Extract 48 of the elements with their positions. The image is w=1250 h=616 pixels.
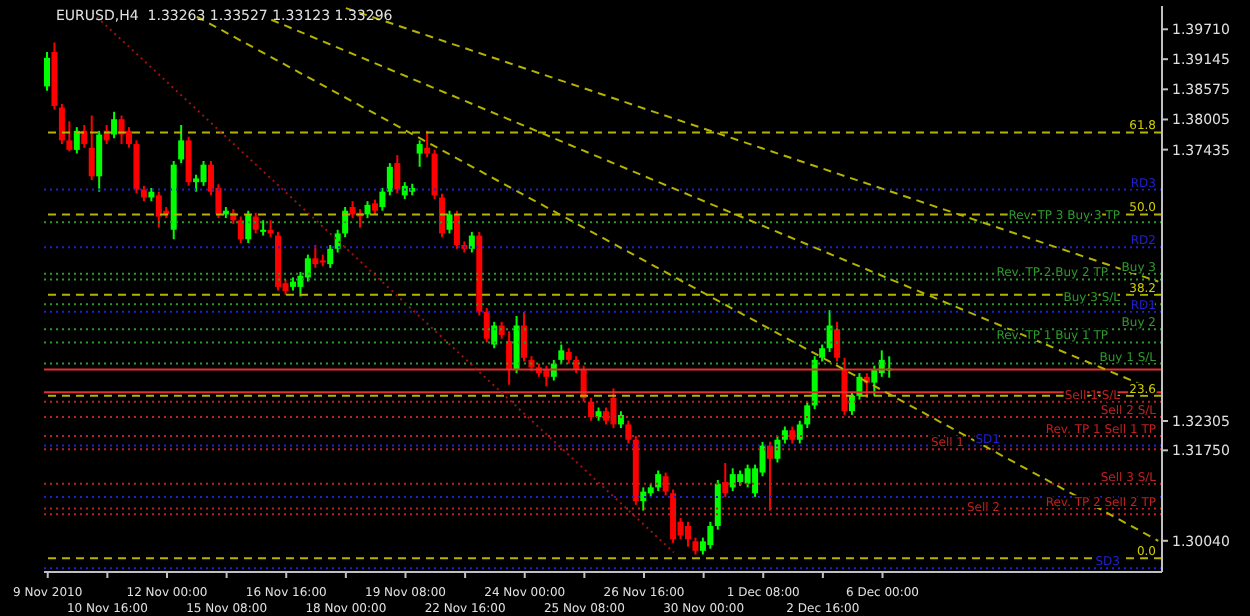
- candlestick: [200, 159, 207, 187]
- candlestick: [245, 209, 252, 244]
- candlestick: [394, 154, 401, 195]
- candlestick: [155, 190, 162, 229]
- candlestick: [729, 467, 736, 493]
- candlestick: [73, 126, 80, 155]
- candlestick: [111, 110, 118, 140]
- candlestick: [610, 387, 617, 430]
- candlestick: [491, 320, 498, 350]
- candlestick: [684, 520, 691, 548]
- candlestick: [722, 462, 729, 498]
- candlestick: [871, 364, 878, 397]
- candlestick: [185, 135, 192, 187]
- candlestick: [81, 124, 88, 149]
- candlestick: [416, 139, 423, 168]
- candlestick: [237, 215, 244, 244]
- candlestick: [327, 244, 334, 269]
- candlestick: [483, 307, 490, 344]
- candlestick: [88, 114, 95, 182]
- candlestick: [558, 343, 565, 365]
- candlestick: [588, 396, 595, 422]
- candlestick: [44, 51, 50, 92]
- candlestick: [707, 520, 714, 550]
- candlestick: [766, 440, 773, 512]
- candlestick: [841, 356, 848, 416]
- candlestick: [260, 219, 267, 237]
- candlestick: [379, 186, 386, 212]
- candlestick: [468, 230, 475, 254]
- candlestick: [513, 314, 520, 375]
- candlestick: [446, 209, 453, 235]
- candlestick: [655, 469, 662, 493]
- candlestick: [826, 309, 833, 353]
- candlestick: [386, 162, 393, 197]
- candlestick: [453, 209, 460, 250]
- candlestick: [312, 244, 319, 269]
- candlestick: [521, 310, 528, 363]
- candlestick: [744, 463, 751, 489]
- candlestick: [543, 364, 550, 388]
- candlestick: [58, 102, 65, 146]
- candlestick: [178, 124, 185, 165]
- candlestick: [506, 330, 513, 386]
- candlestick: [96, 129, 103, 193]
- candlestick: [774, 435, 781, 464]
- candlestick: [118, 114, 125, 146]
- candlestick: [625, 419, 632, 445]
- candlestick: [424, 129, 431, 159]
- candlestick: [304, 253, 311, 283]
- candlestick: [834, 320, 841, 363]
